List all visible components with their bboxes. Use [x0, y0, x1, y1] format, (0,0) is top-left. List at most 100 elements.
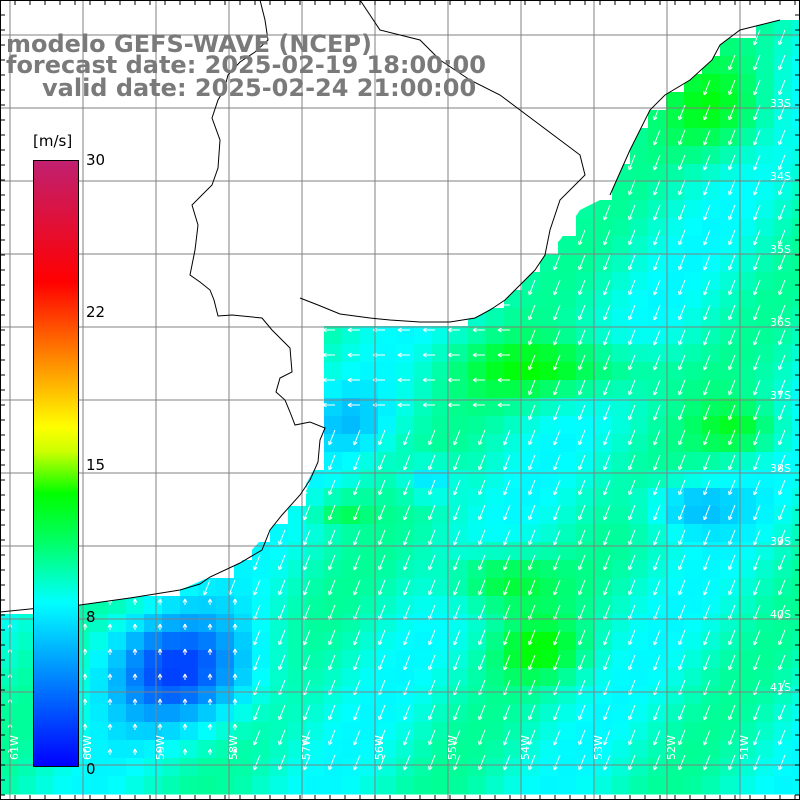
speed-cell: [738, 722, 757, 741]
speed-cell: [792, 308, 800, 327]
wind-arrow: [378, 454, 386, 471]
speed-cell: [486, 668, 505, 687]
wind-arrow: [653, 304, 661, 321]
speed-cell: [684, 362, 703, 381]
speed-cell: [216, 650, 235, 669]
speed-cell: [666, 614, 685, 633]
speed-cell: [342, 506, 361, 525]
speed-cell: [396, 668, 415, 687]
speed-cell: [432, 434, 451, 453]
speed-cell: [774, 110, 793, 129]
wind-arrow: [653, 529, 661, 546]
speed-cell: [792, 200, 800, 219]
speed-cell: [468, 488, 487, 507]
speed-cell: [360, 668, 379, 687]
speed-cell: [288, 668, 307, 687]
speed-cell: [774, 218, 793, 237]
speed-cell: [738, 560, 757, 579]
wind-arrow: [603, 529, 611, 546]
valid-date: valid date: 2025-02-24 21:00:00: [42, 74, 477, 102]
speed-cell: [468, 326, 487, 345]
wind-arrow: [328, 654, 336, 671]
speed-cell: [684, 326, 703, 345]
speed-cell: [792, 326, 800, 345]
speed-cell: [378, 362, 397, 381]
speed-cell: [414, 416, 433, 435]
speed-cell: [252, 614, 271, 633]
wind-arrow: [528, 329, 536, 346]
wind-arrow: [578, 229, 586, 246]
speed-cell: [558, 614, 577, 633]
wind-arrow: [728, 629, 736, 646]
speed-cell: [792, 92, 800, 111]
speed-cell: [432, 560, 451, 579]
speed-cell: [756, 704, 775, 723]
speed-cell: [630, 236, 649, 255]
wind-arrow: [503, 579, 511, 596]
speed-cell: [0, 722, 19, 741]
speed-cell: [666, 542, 685, 561]
speed-cell: [756, 416, 775, 435]
speed-cell: [504, 668, 523, 687]
speed-cell: [468, 632, 487, 651]
speed-cell: [576, 632, 595, 651]
speed-cell: [396, 776, 415, 795]
wind-arrow: [278, 579, 286, 596]
speed-cell: [540, 524, 559, 543]
speed-cell: [738, 326, 757, 345]
speed-cell: [612, 686, 631, 705]
speed-cell: [252, 542, 271, 561]
speed-cell: [180, 740, 199, 759]
wind-arrow: [578, 279, 586, 296]
wind-arrow: [753, 129, 761, 146]
speed-cell: [198, 758, 217, 777]
wind-arrow: [478, 454, 486, 471]
wind-arrow: [703, 504, 711, 521]
speed-cell: [108, 686, 127, 705]
lat-label: 40S: [770, 608, 791, 621]
speed-cell: [774, 560, 793, 579]
wind-arrow: [207, 598, 213, 605]
wind-arrow: [253, 754, 261, 771]
speed-cell: [792, 506, 800, 525]
speed-cell: [216, 668, 235, 687]
speed-cell: [504, 560, 523, 579]
wind-arrow: [478, 654, 486, 671]
wind-arrow: [453, 529, 461, 546]
speed-cell: [792, 704, 800, 723]
wind-arrow: [207, 723, 213, 730]
speed-cell: [594, 308, 613, 327]
speed-cell: [666, 362, 685, 381]
speed-cell: [450, 470, 469, 489]
speed-cell: [414, 596, 433, 615]
wind-arrow: [603, 354, 611, 371]
speed-cell: [576, 290, 595, 309]
wind-arrow: [203, 579, 211, 596]
wind-arrow: [378, 754, 386, 771]
speed-cell: [360, 596, 379, 615]
speed-cell: [756, 668, 775, 687]
lat-label: 39S: [770, 535, 791, 548]
speed-cell: [576, 236, 595, 255]
wind-arrow: [703, 204, 711, 221]
wind-arrow: [322, 352, 335, 358]
speed-cell: [684, 146, 703, 165]
speed-cell: [252, 632, 271, 651]
speed-cell: [630, 200, 649, 219]
speed-cell: [774, 704, 793, 723]
wind-arrow: [778, 729, 786, 746]
speed-cell: [324, 632, 343, 651]
speed-cell: [504, 524, 523, 543]
speed-cell: [684, 236, 703, 255]
speed-cell: [612, 416, 631, 435]
speed-cell: [702, 272, 721, 291]
speed-cell: [540, 632, 559, 651]
speed-cell: [522, 524, 541, 543]
wind-arrow: [397, 352, 410, 358]
wind-arrow: [703, 154, 711, 171]
speed-cell: [756, 128, 775, 147]
speed-cell: [630, 560, 649, 579]
speed-cell: [648, 182, 667, 201]
speed-cell: [702, 542, 721, 561]
speed-cell: [666, 434, 685, 453]
